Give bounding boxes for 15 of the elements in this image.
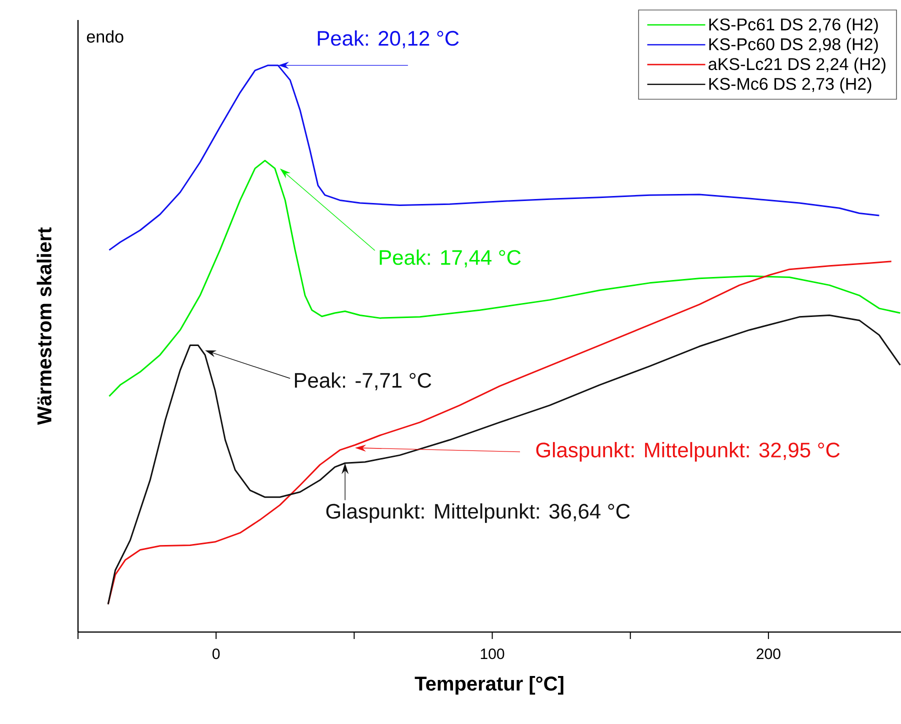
x-axis-title: Temperatur [°C] [414, 676, 564, 695]
annotation: Glaspunkt: Mittelpunkt: 32,95 °C [536, 442, 840, 462]
legend-label: KS-Mc6 DS 2,73 (H2) [709, 77, 872, 94]
annotation: Peak: 20,12 °C [318, 30, 459, 48]
annotation: Peak: -7,71 °C [294, 372, 432, 390]
annotation: Glaspunkt: Mittelpunkt: 36,64 °C [326, 503, 630, 523]
x-tick-label: 0 [212, 648, 220, 660]
y-axis-title: Wärmestrom skaliert [36, 227, 52, 425]
text: endo [86, 30, 124, 43]
x-tick-label: 200 [756, 648, 780, 660]
annotation: Peak: 17,44 °C [380, 250, 521, 268]
x-tick-label: 100 [480, 648, 504, 660]
legend-label: KS-Pc61 DS 2,76 (H2) [709, 18, 878, 34]
legend-label: KS-Pc60 DS 2,98 (H2) [709, 38, 878, 54]
legend-label: aKS-Lc21 DS 2,24 (H2) [708, 58, 886, 74]
